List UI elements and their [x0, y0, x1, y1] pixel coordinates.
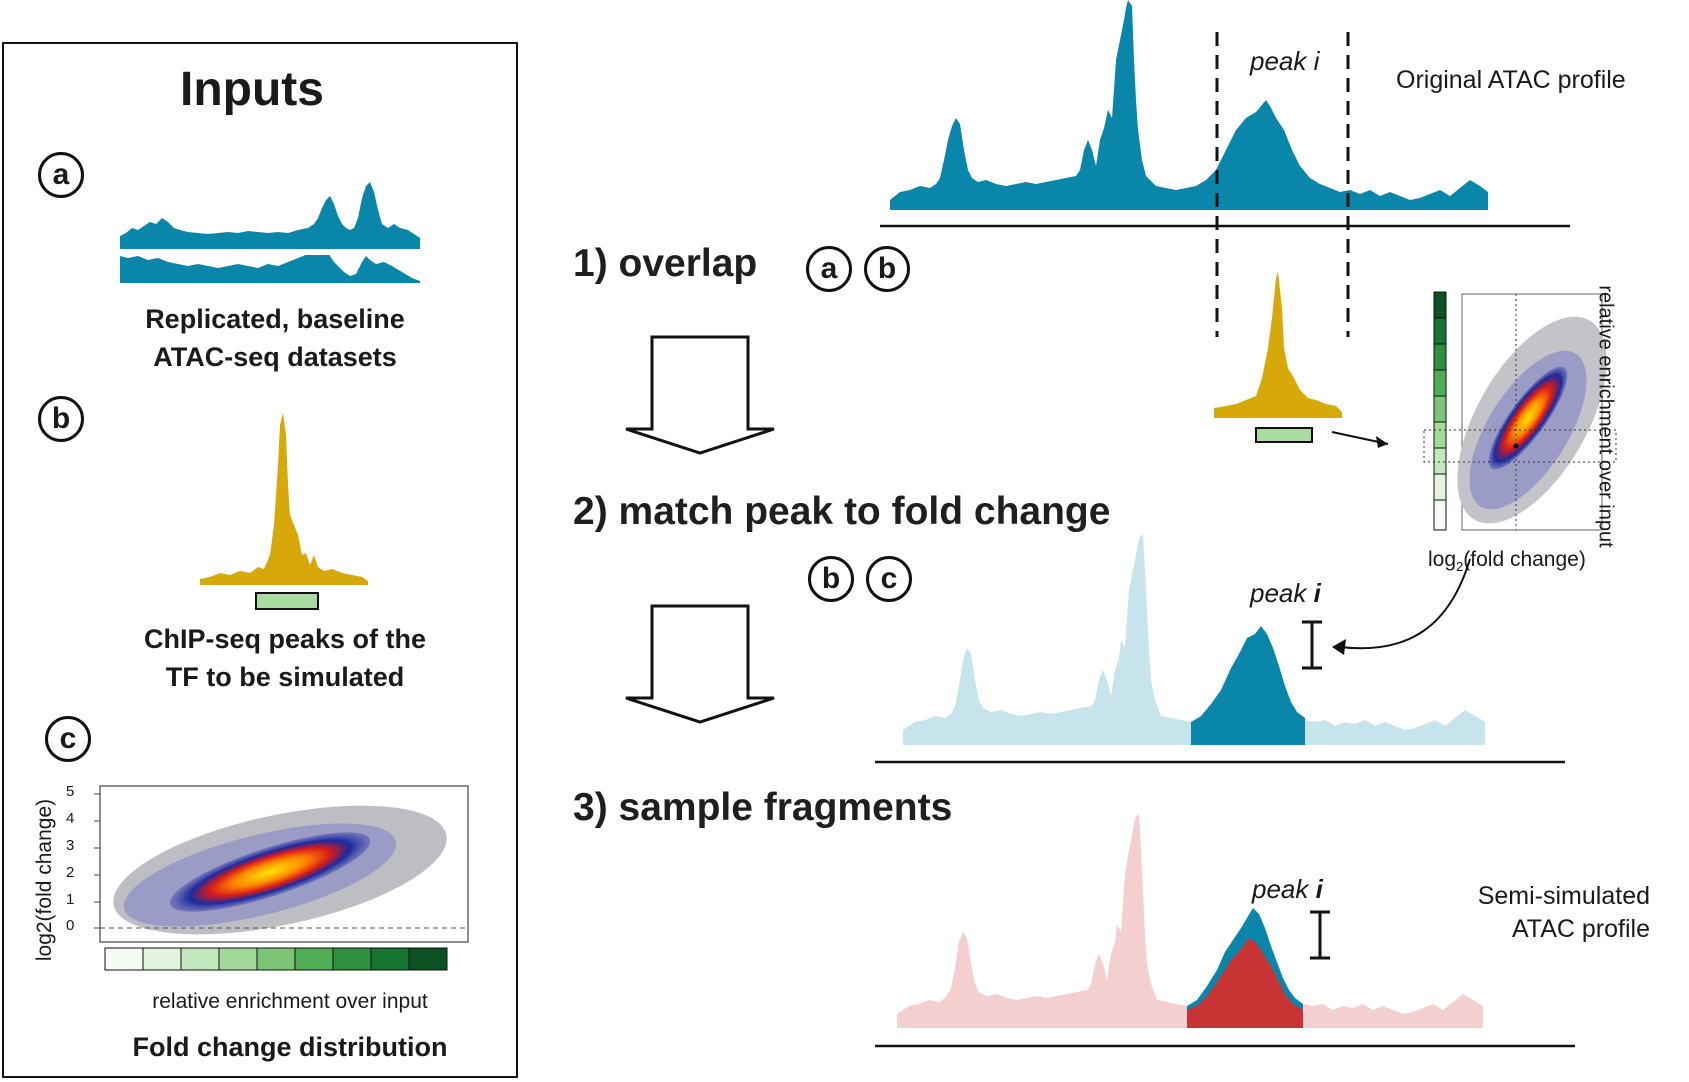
fold-change-bar-mid [1302, 620, 1322, 670]
fold-change-scatter [94, 785, 469, 971]
scatter-xlabel: relative enrichment over input [152, 990, 428, 1013]
peak-label-bottom: peak i [1252, 874, 1323, 905]
inset-xlabel: log2(fold change) [1428, 548, 1586, 574]
ytick-5: 5 [66, 783, 75, 800]
peak-label-mid-word: peak [1250, 578, 1307, 608]
pointer-arrow-1 [1331, 431, 1389, 448]
ytick-2: 2 [66, 864, 75, 881]
scatter-ylabel: log2(fold change) [33, 798, 56, 962]
caption-b-line1: ChIP-seq peaks of the [143, 624, 427, 654]
ytick-4: 4 [66, 810, 75, 827]
replicated-atac-tracks [120, 182, 420, 283]
peak-label-mid-i: i [1313, 578, 1321, 608]
original-profile-label: Original ATAC profile [1396, 66, 1626, 94]
badge-a: a [38, 152, 84, 198]
peak-label-top: peak i [1250, 46, 1320, 76]
peak-label-bottom-i: i [1315, 874, 1323, 904]
peak-window-guides [1215, 32, 1350, 337]
caption-a-line1: Replicated, baseline [145, 304, 405, 334]
inset-fold-change-plot [1423, 291, 1617, 531]
semi-simulated-label-line1: Semi-simulated [1477, 882, 1650, 910]
step-2-label: 2) match peak to fold change [573, 490, 1111, 533]
down-arrow-2 [625, 604, 775, 724]
inset-xlabel-sub: 2 [1456, 559, 1464, 575]
semi-simulated-label-line2: ATAC profile [1511, 915, 1650, 943]
green-scale-bar [104, 947, 448, 971]
peak-label-bottom-word: peak [1252, 874, 1309, 904]
badge-c: c [45, 716, 91, 762]
chip-peak-track [200, 413, 368, 610]
peak-label-mid: peak i [1250, 578, 1321, 609]
inputs-title: Inputs [180, 63, 324, 116]
matched-atac-profile [875, 534, 1565, 764]
step-1-label: 1) overlap [573, 242, 758, 285]
ytick-3: 3 [66, 837, 75, 854]
caption-b-line2: TF to be simulated [165, 662, 405, 692]
step1-badge-a: a [806, 246, 852, 292]
step2-badge-c: c [866, 556, 912, 602]
caption-c: Fold change distribution [132, 1032, 448, 1062]
inset-ylabel: relative enrichment over input [1594, 285, 1617, 548]
down-arrow-1 [625, 335, 775, 455]
inset-xlabel-log: log [1428, 548, 1457, 571]
original-atac-profile [880, 0, 1570, 228]
inset-xlabel-rest: (fold change) [1463, 548, 1586, 571]
pointer-arrow-2 [1332, 558, 1471, 655]
ytick-1: 1 [66, 891, 75, 908]
step1-badge-b: b [864, 246, 910, 292]
badge-b: b [38, 396, 84, 442]
semi-simulated-profile [875, 814, 1575, 1048]
ytick-0: 0 [66, 917, 75, 934]
inputs-panel [2, 42, 518, 1078]
overlap-chip-peak [1214, 272, 1342, 443]
fold-change-bar-bottom [1310, 910, 1330, 960]
step2-badge-b: b [808, 556, 854, 602]
step-3-label: 3) sample fragments [573, 786, 953, 829]
caption-a-line2: ATAC-seq datasets [153, 342, 397, 372]
